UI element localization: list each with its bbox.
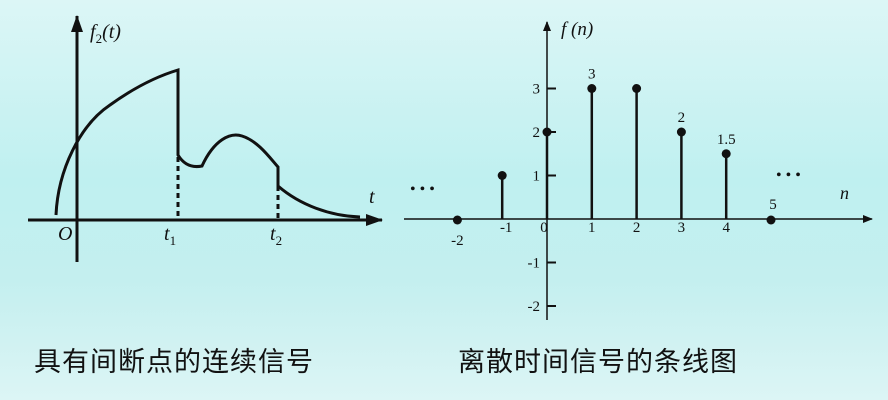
t2-label: t2 [270, 223, 282, 248]
x-tick-label: 0 [540, 220, 548, 236]
t1-label: t1 [164, 223, 176, 248]
ellipsis-left: • • • [410, 181, 435, 198]
y-tick-label: 3 [533, 82, 541, 98]
x-tick-label: 4 [722, 220, 730, 236]
x-tick-label: -2 [451, 233, 464, 249]
stem-point [452, 215, 462, 225]
stem-point [497, 171, 507, 180]
f2-axis-label: f2(t) [90, 21, 121, 46]
t-axis-label: t [369, 186, 375, 208]
point-value-label: 1.5 [717, 132, 736, 148]
stem-point [587, 84, 597, 93]
x-tick-label: 1 [588, 220, 596, 236]
point-value-label: 2 [678, 110, 686, 126]
signal-curve [54, 67, 361, 219]
y-tick-label: -1 [528, 256, 541, 272]
fn-axis-label: f (n) [561, 19, 593, 40]
right-caption: 离散时间信号的条线图 [458, 347, 738, 378]
origin-label: O [58, 223, 72, 245]
ellipsis-right: • • • [776, 167, 801, 184]
stem-point [766, 215, 776, 225]
x-tick-label: -1 [500, 220, 513, 236]
continuous-signal-plot: f2(t) t O t1 t2 [28, 15, 383, 262]
n-axis-label: n [840, 183, 849, 203]
y-tick-label: 1 [533, 169, 541, 185]
stem-point [721, 149, 731, 159]
stem-point [632, 84, 642, 93]
y-tick-label: -2 [528, 299, 541, 315]
y-tick-label: 2 [533, 125, 541, 141]
left-caption: 具有间断点的连续信号 [34, 347, 314, 378]
point-value-label: 5 [769, 197, 777, 213]
discrete-signal-plot: f (n) n • • • • • • 3 2 1 -1 -2 -2 -1 0 1 2 3 4 3 2 1.… [404, 19, 873, 320]
point-value-label: 3 [588, 67, 596, 83]
stem-point [676, 127, 686, 137]
x-tick-label: 3 [678, 220, 686, 236]
x-tick-label: 2 [633, 220, 641, 236]
